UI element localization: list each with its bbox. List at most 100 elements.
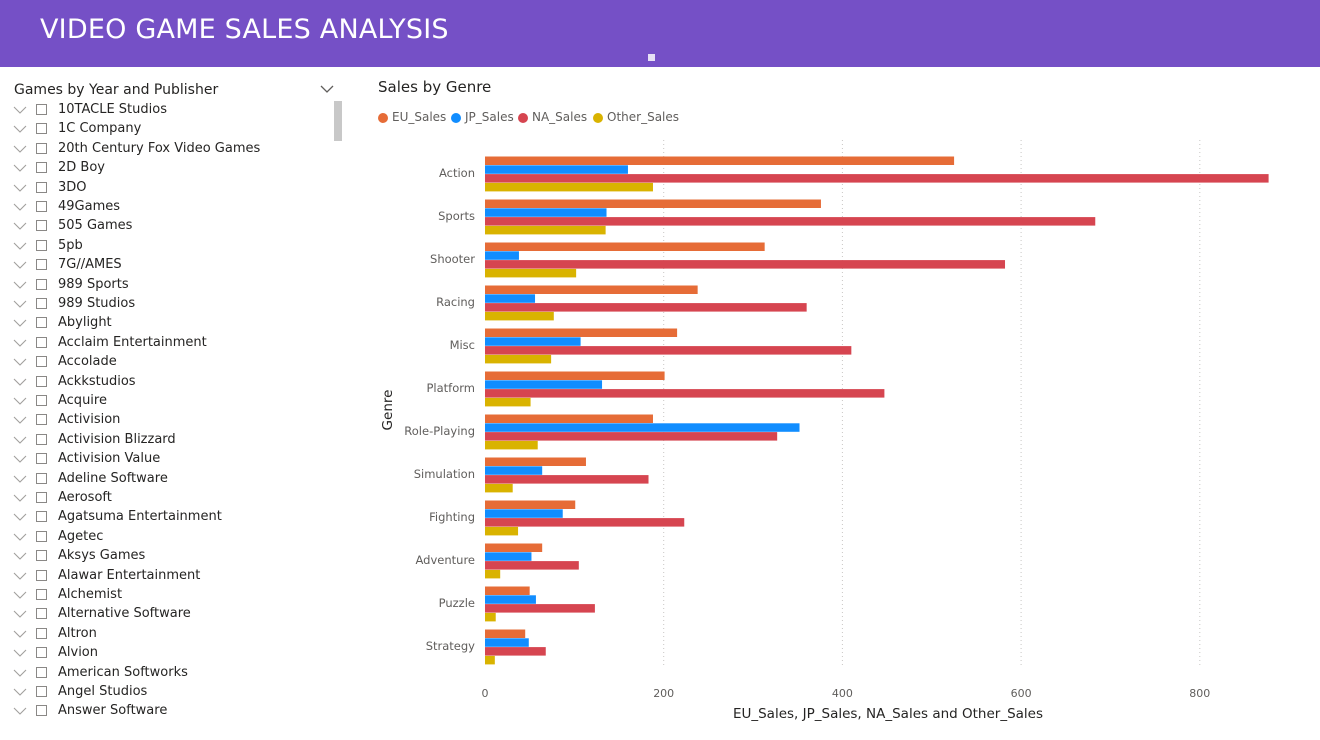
chevron-down-icon[interactable] [13,493,27,503]
slicer-item[interactable]: Adeline Software [0,471,330,490]
chevron-down-icon[interactable] [13,280,27,290]
slicer-item[interactable]: Aksys Games [0,548,330,567]
slicer-item[interactable]: Aerosoft [0,490,330,509]
slicer-item[interactable]: Activision [0,412,330,431]
slicer-item[interactable]: Acclaim Entertainment [0,335,330,354]
slicer-checkbox[interactable] [36,375,47,387]
slicer-checkbox[interactable] [36,220,47,232]
slicer-item[interactable]: Accolade [0,354,330,373]
slicer-item[interactable]: Alchemist [0,587,330,606]
slicer-item[interactable]: Activision Value [0,451,330,470]
slicer-item[interactable]: 3DO [0,180,330,199]
chevron-down-icon[interactable] [13,241,27,251]
chevron-down-icon[interactable] [13,396,27,406]
slicer-checkbox[interactable] [36,627,47,639]
slicer-item[interactable]: 20th Century Fox Video Games [0,141,330,160]
chevron-down-icon[interactable] [13,648,27,658]
slicer-checkbox[interactable] [36,104,47,115]
slicer-checkbox[interactable] [36,569,47,581]
chevron-down-icon[interactable] [13,668,27,678]
slicer-item[interactable]: Abylight [0,315,330,334]
chevron-down-icon[interactable] [13,629,27,639]
slicer-item[interactable]: 10TACLE Studios [0,102,330,121]
slicer-item[interactable]: Alternative Software [0,606,330,625]
slicer-item[interactable]: 5pb [0,238,330,257]
chevron-down-icon[interactable] [13,590,27,600]
slicer-checkbox[interactable] [36,395,47,406]
slicer-checkbox[interactable] [36,298,47,309]
slicer-checkbox[interactable] [36,550,47,562]
slicer-item[interactable]: 7G//AMES [0,257,330,276]
slicer-item[interactable]: Ackkstudios [0,374,330,393]
slicer-checkbox[interactable] [36,123,47,135]
chevron-down-icon[interactable] [13,338,27,348]
slicer-checkbox[interactable] [36,433,47,445]
slicer-item[interactable]: Agatsuma Entertainment [0,509,330,528]
slicer-item[interactable]: Answer Software [0,703,330,722]
chevron-down-icon[interactable] [13,551,27,561]
slicer-checkbox[interactable] [36,142,47,154]
slicer-checkbox[interactable] [36,181,47,193]
chevron-down-icon[interactable] [13,571,27,581]
slicer-item[interactable]: 1C Company [0,121,330,140]
chevron-down-icon[interactable] [13,163,27,173]
slicer-checkbox[interactable] [36,336,47,348]
slicer-checkbox[interactable] [36,666,47,678]
chevron-down-icon[interactable] [13,474,27,484]
chevron-down-icon[interactable] [13,609,27,619]
chevron-down-icon[interactable] [13,260,27,270]
slicer-checkbox[interactable] [36,201,47,212]
chevron-down-icon[interactable] [13,687,27,697]
slicer-checkbox[interactable] [36,472,47,484]
slicer-checkbox[interactable] [36,530,47,542]
chevron-down-icon[interactable] [13,357,27,367]
slicer-checkbox[interactable] [36,317,47,329]
slicer-checkbox[interactable] [36,608,47,620]
slicer-checkbox[interactable] [36,259,47,271]
slicer-checkbox[interactable] [36,239,47,251]
chevron-down-icon[interactable] [13,454,27,464]
slicer-item[interactable]: American Softworks [0,665,330,684]
slicer-item[interactable]: Alvion [0,645,330,664]
slicer-checkbox[interactable] [36,589,47,600]
slicer-checkbox[interactable] [36,278,47,290]
slicer-item[interactable]: 49Games [0,199,330,218]
slicer-checkbox[interactable] [36,453,47,465]
chevron-down-icon[interactable] [13,706,27,716]
chevron-down-icon[interactable] [13,183,27,193]
slicer-checkbox[interactable] [36,356,47,368]
chevron-down-icon[interactable] [13,435,27,445]
chevron-down-icon[interactable] [13,202,27,212]
bar [485,260,1006,269]
slicer-item[interactable]: Activision Blizzard [0,432,330,451]
slicer-item[interactable]: Altron [0,626,330,645]
slicer-checkbox[interactable] [36,647,47,659]
chevron-down-icon[interactable] [13,124,27,134]
chevron-down-icon[interactable] [13,144,27,154]
slicer-checkbox[interactable] [36,511,47,523]
slicer-checkbox[interactable] [36,686,47,697]
slicer-item[interactable]: 2D Boy [0,160,330,179]
chevron-down-icon[interactable] [319,83,335,95]
chevron-down-icon[interactable] [13,105,27,115]
slicer-scrollbar[interactable] [334,101,342,141]
slicer-item[interactable]: 989 Sports [0,277,330,296]
slicer-item[interactable]: Agetec [0,529,330,548]
slicer-checkbox[interactable] [36,414,47,426]
chevron-down-icon[interactable] [13,532,27,542]
drag-handle-icon[interactable] [648,54,655,61]
chevron-down-icon[interactable] [13,512,27,522]
chevron-down-icon[interactable] [13,221,27,231]
chevron-down-icon[interactable] [13,377,27,387]
chevron-down-icon[interactable] [13,299,27,309]
slicer-item[interactable]: 989 Studios [0,296,330,315]
slicer-item[interactable]: Alawar Entertainment [0,568,330,587]
chevron-down-icon[interactable] [13,415,27,425]
slicer-item[interactable]: Acquire [0,393,330,412]
chevron-down-icon[interactable] [13,318,27,328]
slicer-checkbox[interactable] [36,705,47,717]
slicer-checkbox[interactable] [36,162,47,174]
slicer-checkbox[interactable] [36,492,47,503]
slicer-item[interactable]: Angel Studios [0,684,330,703]
slicer-item[interactable]: 505 Games [0,218,330,237]
